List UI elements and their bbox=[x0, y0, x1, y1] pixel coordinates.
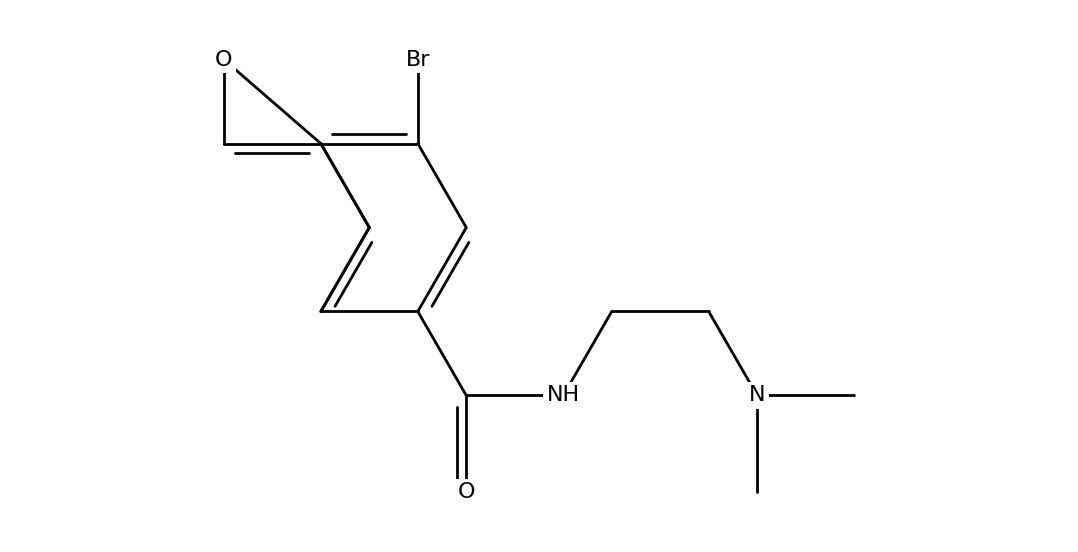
Text: N: N bbox=[749, 385, 765, 406]
Text: Br: Br bbox=[405, 50, 430, 70]
Text: O: O bbox=[216, 50, 233, 70]
Text: O: O bbox=[457, 482, 475, 502]
Text: NH: NH bbox=[547, 385, 580, 406]
